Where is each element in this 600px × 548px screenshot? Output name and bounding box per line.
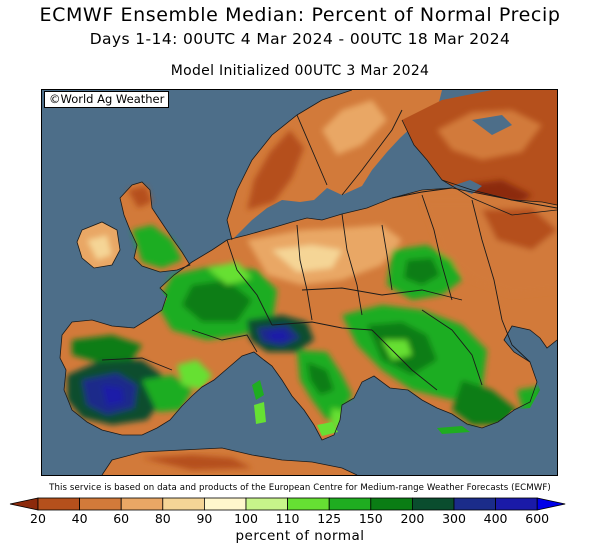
- colorbar-arrow-left: [9, 497, 39, 511]
- colorbar-segment: [162, 497, 205, 511]
- coastlines: [59, 90, 557, 475]
- sardinia: [254, 402, 266, 424]
- colorbar-tick-label: 125: [317, 511, 342, 526]
- watermark-label: ©World Ag Weather: [44, 91, 170, 108]
- colorbar-segment: [453, 497, 496, 511]
- colorbar-tick-label: 110: [275, 511, 300, 526]
- model-init-time: Model Initialized 00UTC 3 Mar 2024: [170, 63, 430, 79]
- colorbar-tick-label: 600: [525, 511, 550, 526]
- colorbar-segment: [495, 497, 538, 511]
- colorbar-tick-label: 400: [483, 511, 508, 526]
- forecast-period: Days 1-14: 00UTC 4 Mar 2024 - 00UTC 18 M…: [89, 30, 511, 48]
- colorbar-tick-label: 20: [30, 511, 46, 526]
- colorbar-tick-label: 100: [234, 511, 258, 526]
- scandinavia-landmass: [227, 90, 442, 240]
- country-borders: [101, 109, 557, 391]
- precip-map: [41, 89, 558, 476]
- colorbar-segment: [120, 497, 164, 511]
- precip-field: [67, 200, 557, 430]
- colorbar-tick-label: 200: [400, 511, 425, 526]
- colorbar-segment: [411, 497, 455, 511]
- colorbar-arrow-right: [536, 497, 566, 511]
- corsica: [252, 380, 264, 400]
- lake-ladoga: [472, 115, 512, 135]
- uk-ireland-landmass: [77, 182, 190, 272]
- colorbar-units: percent of normal: [235, 528, 365, 544]
- baltic-inlet: [307, 198, 334, 215]
- crete: [437, 426, 470, 434]
- colorbar-segment: [37, 497, 80, 511]
- north-africa-landmass: [102, 448, 357, 475]
- colorbar-tick-label: 300: [442, 511, 466, 526]
- colorbar: [9, 497, 566, 511]
- colorbar-tick-label: 90: [196, 511, 213, 526]
- ecmwf-credit: This service is based on data and produc…: [49, 483, 551, 493]
- sicily: [317, 422, 338, 436]
- colorbar-segment: [79, 497, 122, 511]
- colorbar-segment: [370, 497, 413, 511]
- colorbar-tick-label: 60: [113, 511, 130, 526]
- colorbar-tick-label: 40: [71, 511, 88, 526]
- colorbar-segment: [328, 497, 372, 511]
- map-title: ECMWF Ensemble Median: Percent of Normal…: [39, 4, 561, 26]
- colorbar-segment: [203, 497, 247, 511]
- colorbar-segment: [245, 497, 288, 511]
- colorbar-tick-label: 80: [154, 511, 171, 526]
- colorbar-tick-label: 150: [358, 511, 383, 526]
- colorbar-segment: [287, 497, 330, 511]
